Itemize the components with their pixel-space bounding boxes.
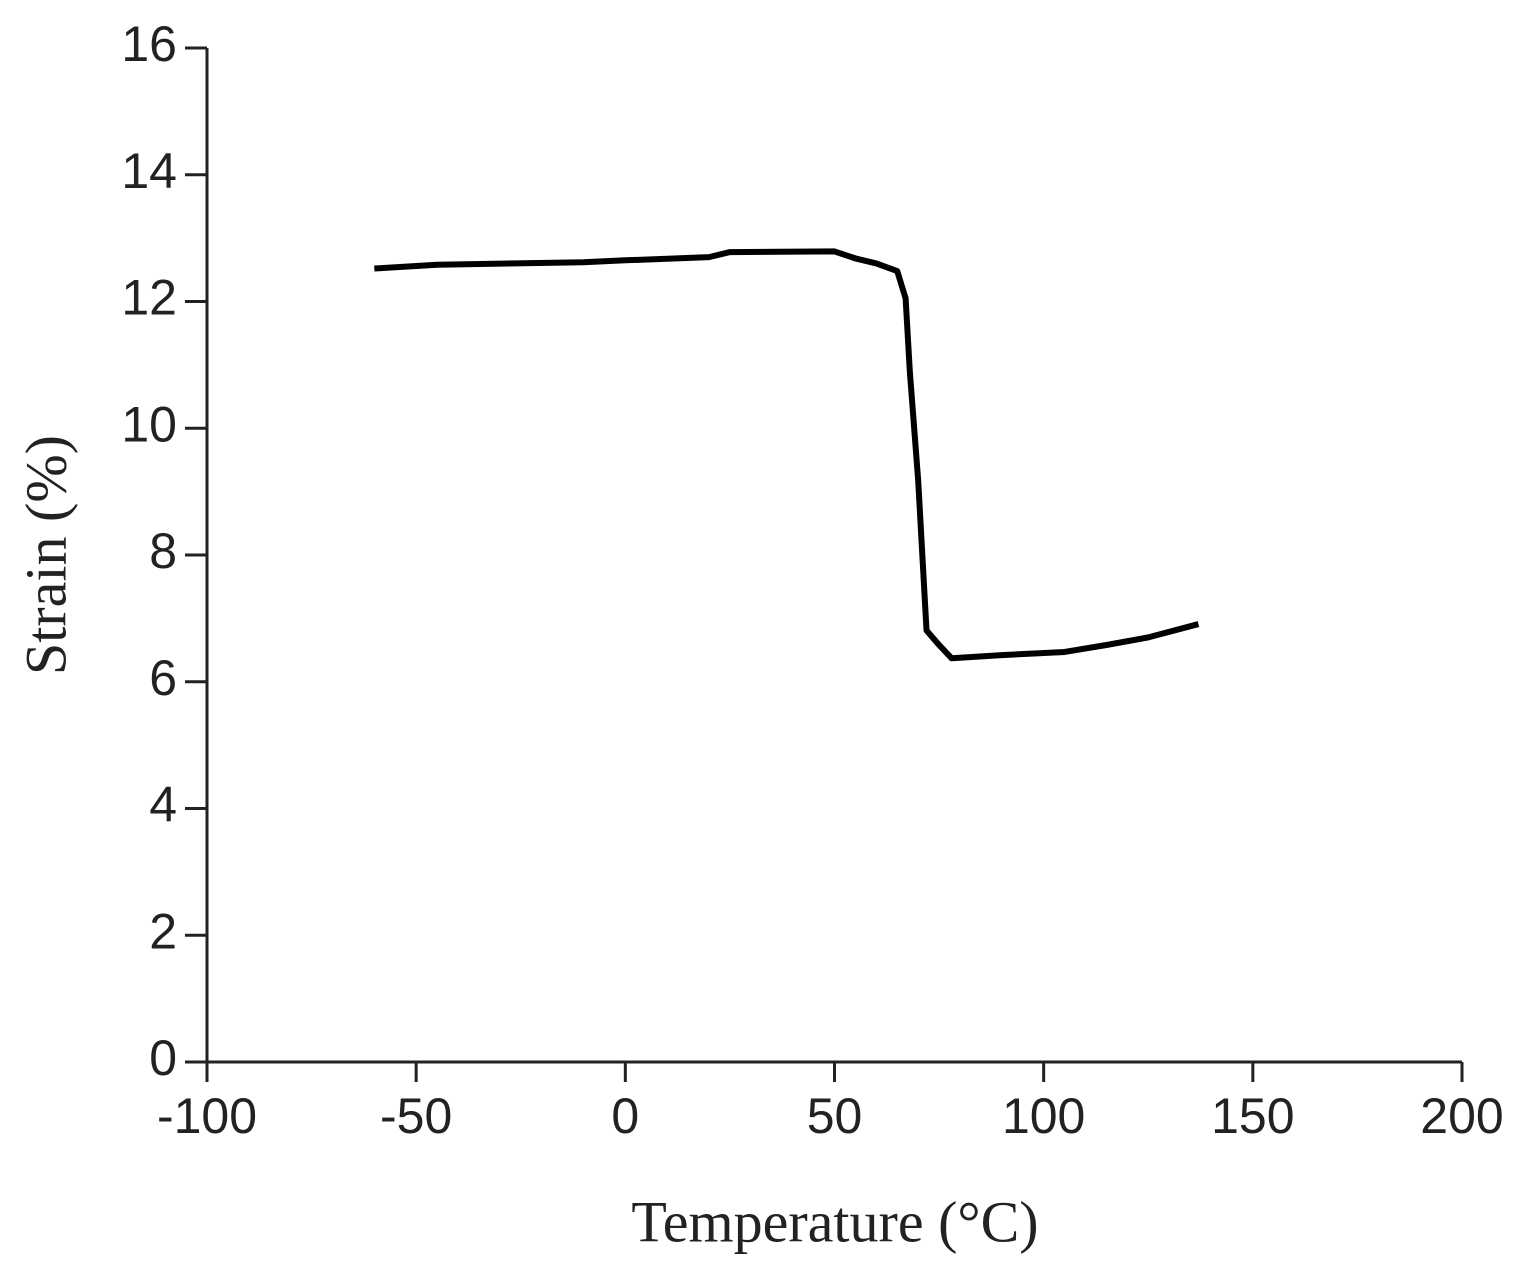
y-tick-label: 10 [121,396,177,452]
data-line [374,248,1200,662]
x-tick-label: -50 [380,1088,452,1144]
x-tick-label: 200 [1420,1088,1503,1144]
y-tick-label: 16 [121,16,177,72]
y-tick-label: 12 [121,270,177,326]
y-tick-label: 6 [149,650,177,706]
y-tick-label: 14 [121,143,177,199]
y-tick-label: 0 [149,1030,177,1086]
x-tick-label: 100 [1002,1088,1085,1144]
y-tick-label: 8 [149,523,177,579]
y-axis-title: Strain (%) [13,435,78,675]
y-tick-label: 2 [149,903,177,959]
x-axis-title: Temperature (°C) [631,1189,1038,1254]
x-tick-label: 0 [611,1088,639,1144]
x-tick-label: -100 [157,1088,257,1144]
y-tick-label: 4 [149,777,177,833]
x-tick-label: 150 [1211,1088,1294,1144]
x-tick-label: 50 [807,1088,863,1144]
